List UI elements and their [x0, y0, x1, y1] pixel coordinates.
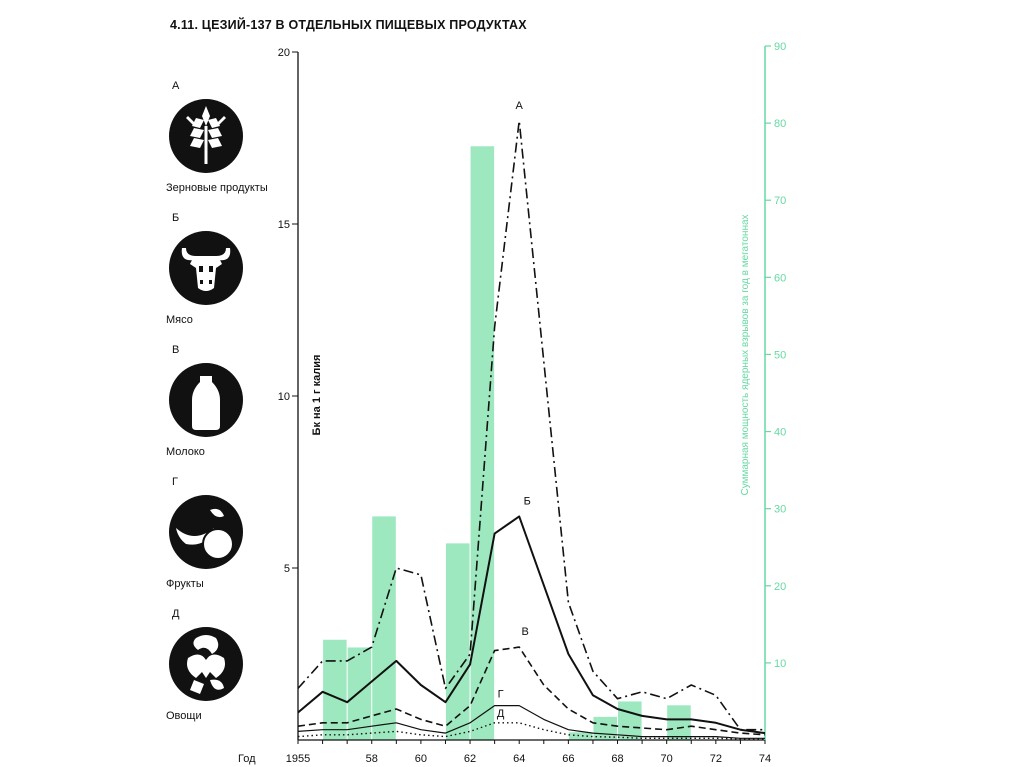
legend-label: Зерновые продукты: [166, 182, 268, 194]
legend-letter: Д: [172, 608, 180, 620]
y2-tick-label: 60: [774, 272, 786, 284]
legend-item-vegetables: Д Овощи: [166, 608, 316, 722]
axes-layer: 5 10 15 20 1955 58 60 62 64 66 68 70 72 74 Год 10 20 30 40…: [238, 41, 786, 765]
x-tick-label: 72: [710, 753, 722, 765]
x-tick-label: 58: [366, 753, 378, 765]
chart-title: 4.11. ЦЕЗИЙ-137 В ОТДЕЛЬНЫХ ПИЩЕВЫХ ПРОД…: [170, 18, 527, 32]
x-tick-label: 68: [611, 753, 623, 765]
bars-layer: [323, 146, 691, 740]
legend-letter: Б: [172, 212, 180, 224]
y2-tick-label: 10: [774, 658, 786, 670]
bar: [470, 146, 495, 740]
legend-label: Овощи: [166, 710, 202, 722]
lines-layer: [297, 120, 766, 740]
series-line: [297, 704, 765, 739]
bar: [618, 701, 642, 740]
legend-letter: А: [172, 80, 180, 92]
y2-tick-label: 50: [774, 349, 786, 361]
bar: [347, 647, 372, 740]
series-label: Б: [524, 495, 531, 507]
fruit-icon: [169, 495, 243, 569]
bar: [372, 516, 396, 740]
y-axis-label: Бк на 1 г калия: [311, 355, 323, 436]
x-tick-label: 62: [464, 753, 476, 765]
bar: [568, 732, 593, 740]
series-label: В: [522, 626, 529, 638]
series-line: [297, 515, 766, 735]
legend-item-milk: В Молоко: [166, 344, 316, 458]
legend-item-grain: А Зерновые продукты: [166, 80, 316, 194]
y2-tick-label: 30: [774, 504, 786, 516]
x-tick-label: 66: [562, 753, 574, 765]
y-tick-label: 15: [278, 219, 290, 231]
y2-tick-label: 40: [774, 427, 786, 439]
y2-axis-label: Суммарная мощность ядерных взрывов за го…: [740, 214, 751, 495]
labels-layer: А Б В ГД: [497, 100, 531, 720]
x-tick-label: 60: [415, 753, 427, 765]
legend-item-fruit: Г Фрукты: [166, 476, 316, 590]
bar: [445, 543, 470, 740]
legend-item-meat: Б Мясо: [166, 212, 316, 326]
series-label: Г: [498, 689, 504, 701]
legend-label: Фрукты: [166, 578, 204, 590]
legend-label: Мясо: [166, 314, 193, 326]
wheat-icon: [169, 99, 243, 173]
legend-label: Молоко: [166, 446, 205, 458]
milk-bottle-icon: [169, 363, 243, 437]
y2-tick-label: 70: [774, 195, 786, 207]
series-label: Д: [497, 708, 505, 720]
bar: [667, 705, 691, 740]
series-line: [297, 120, 765, 731]
x-tick-label: 1955: [286, 753, 310, 765]
y2-tick-label: 80: [774, 118, 786, 130]
legend-letter: Г: [172, 476, 178, 488]
vegetables-icon: [169, 627, 243, 701]
legend-letter: В: [172, 344, 180, 356]
bar: [323, 639, 347, 740]
y2-tick-label: 90: [774, 41, 786, 53]
cow-head-icon: [169, 231, 243, 305]
y-tick-label: 10: [278, 391, 290, 403]
y-tick-label: 20: [278, 47, 290, 59]
series-label: А: [516, 100, 524, 112]
y2-tick-label: 20: [774, 581, 786, 593]
series-line: [297, 722, 765, 740]
series-line: [297, 646, 766, 736]
x-tick-label: 74: [759, 753, 771, 765]
x-tick-label: 64: [513, 753, 525, 765]
x-axis-label: Год: [238, 753, 256, 765]
y-tick-label: 5: [284, 563, 290, 575]
x-tick-label: 70: [661, 753, 673, 765]
